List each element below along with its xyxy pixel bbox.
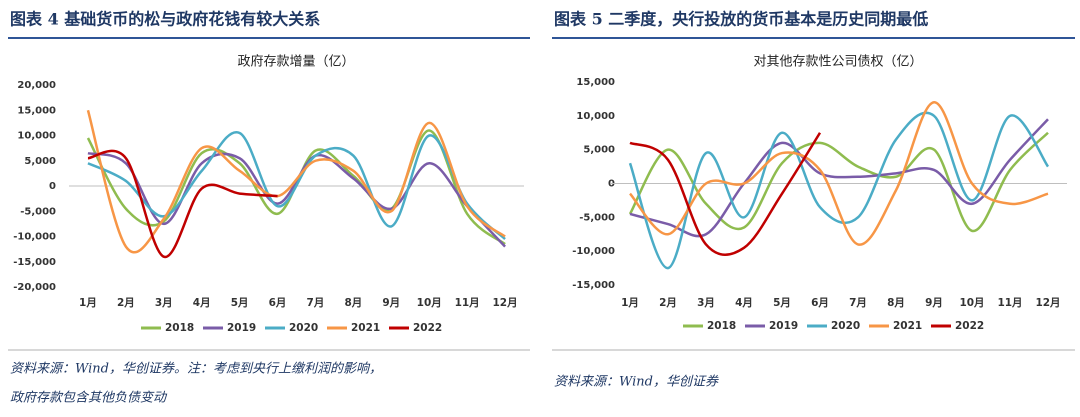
legend-label: 2019 [227,322,256,334]
series-line [86,109,506,254]
y-tick-label: 15,000 [17,105,56,116]
legend-label: 2018 [165,322,194,334]
series-line [629,132,822,257]
legend-label: 2021 [351,322,380,334]
y-tick-label: 20,000 [17,80,56,91]
source: 政府存款包含其他负债变动 [10,390,168,406]
legend-label: 2022 [413,322,442,334]
x-tick-label: 11月 [997,297,1022,309]
x-tick-label: 4月 [193,297,211,309]
legend-label: 2021 [893,320,922,332]
series-line [629,101,1049,246]
y-tick-label: -5,000 [579,212,615,223]
x-tick-label: 9月 [382,297,400,309]
x-tick-label: 8月 [887,297,905,309]
x-tick-label: 5月 [773,297,791,309]
y-tick-label: -15,000 [572,280,615,291]
source: 资料来源：Wind，华创证券。注：考虑到央行上缴利润的影响， [10,362,382,377]
series-line [629,118,1049,238]
heading: 图表 5 二季度，央行投放的货币基本是历史同期最低 [554,10,928,29]
legend-label: 2018 [707,320,736,332]
x-tick-label: 12月 [492,297,517,309]
x-tick-label: 10月 [417,297,442,309]
x-tick-label: 3月 [155,297,173,309]
y-tick-label: -15,000 [13,257,56,268]
x-tick-label: 1月 [79,297,97,309]
x-tick-label: 2月 [659,297,677,309]
y-tick-label: -10,000 [13,232,56,243]
x-tick-label: 2月 [117,297,135,309]
x-tick-label: 7月 [849,297,867,309]
x-tick-label: 7月 [307,297,325,309]
series-line [628,111,1050,270]
x-tick-label: 5月 [231,297,249,309]
legend-label: 2020 [289,322,318,334]
y-tick-label: 0 [49,181,56,192]
x-tick-label: 11月 [455,297,480,309]
x-tick-label: 8月 [344,297,362,309]
legend-label: 2019 [769,320,798,332]
legend-label: 2022 [955,320,984,332]
series-line [87,149,278,258]
x-tick-label: 4月 [735,297,753,309]
x-tick-label: 6月 [811,297,829,309]
y-tick-label: 5,000 [583,145,615,156]
legend-label: 2020 [831,320,860,332]
source: 资料来源：Wind，华创证券 [554,375,719,390]
heading: 图表 4 基础货币的松与政府花钱有较大关系 [10,10,320,29]
y-tick-label: -20,000 [13,282,56,293]
series-line [628,131,1049,233]
x-tick-label: 9月 [925,297,943,309]
x-tick-label: 6月 [269,297,287,309]
y-tick-label: -5,000 [20,206,56,217]
y-tick-label: 10,000 [17,131,56,142]
x-tick-label: 1月 [621,297,639,309]
x-tick-label: 12月 [1035,297,1060,309]
y-tick-label: 5,000 [24,156,56,167]
y-tick-label: -10,000 [572,246,615,257]
y-tick-label: 15,000 [576,77,615,88]
y-tick-label: 10,000 [576,111,615,122]
chart-title: 政府存款增量（亿） [237,55,354,70]
x-tick-label: 3月 [697,297,715,309]
x-tick-label: 10月 [959,297,984,309]
chart-title: 对其他存款性公司债权（亿） [753,54,922,70]
